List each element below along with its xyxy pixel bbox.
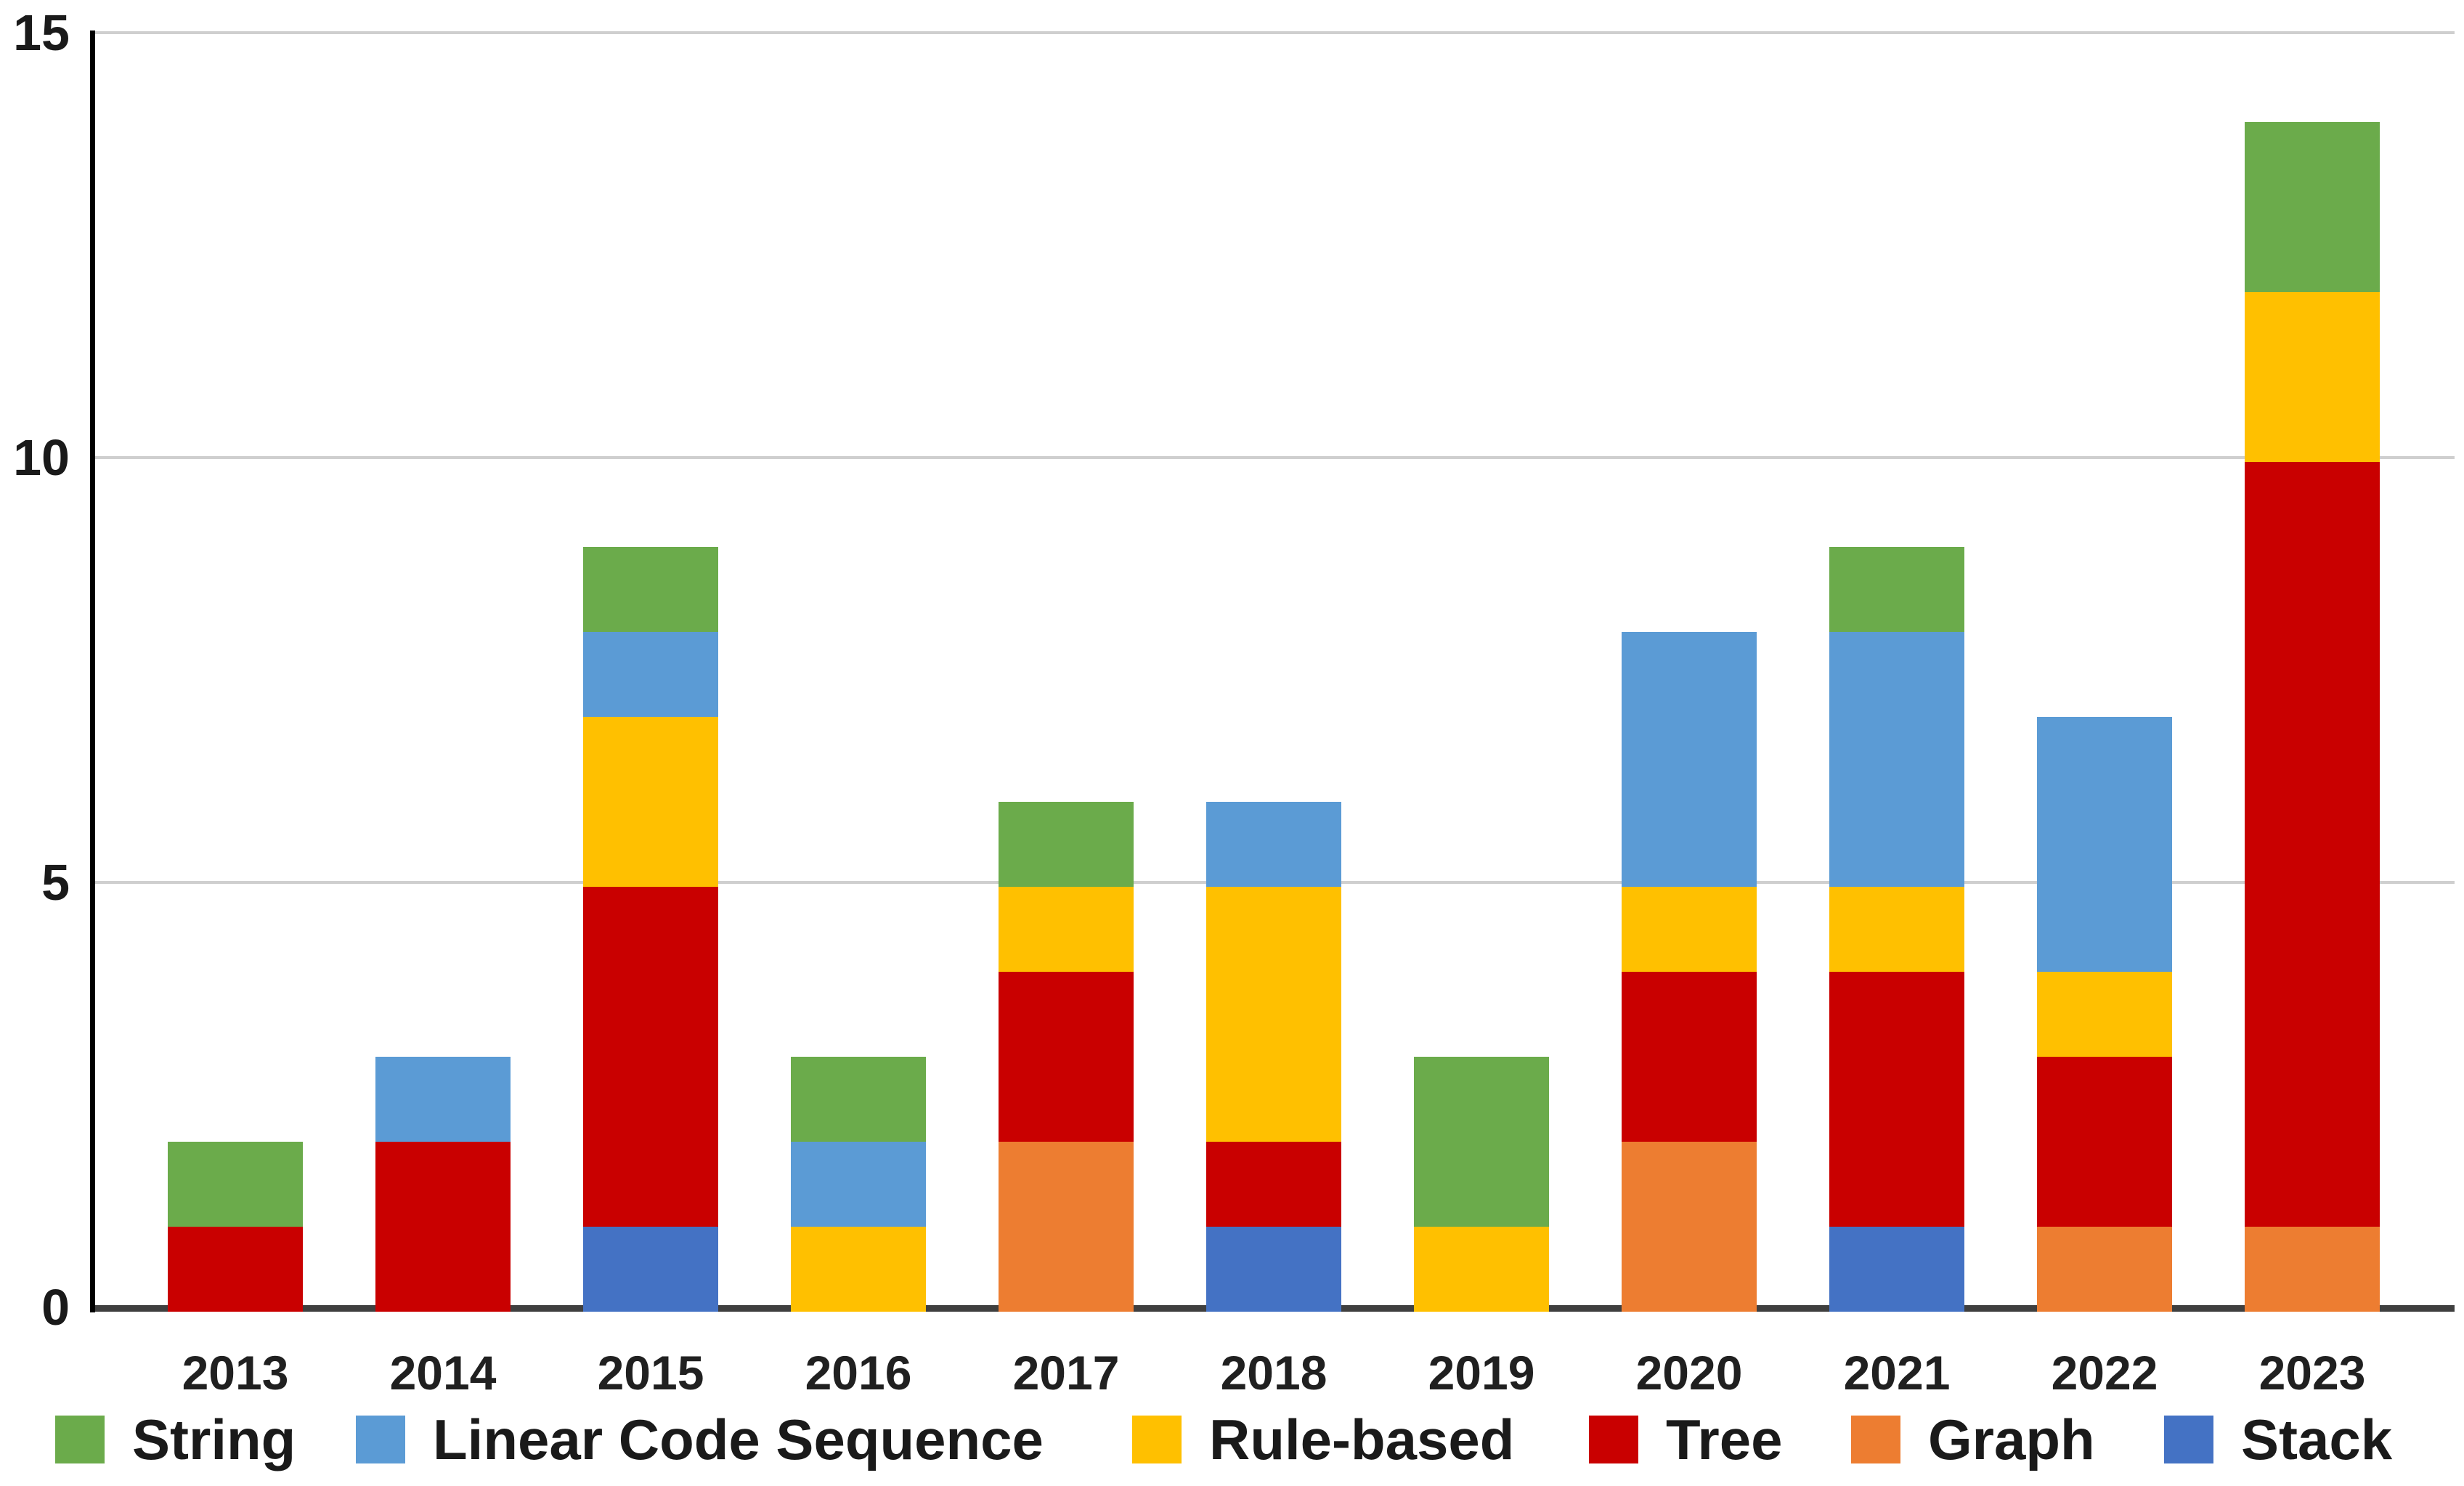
legend-item-graph: Graph	[1851, 1393, 2095, 1486]
gridline-10	[94, 456, 2455, 459]
bar-segment-linear-code-sequence-2016	[791, 1142, 926, 1227]
bar-segment-linear-code-sequence-2015	[583, 632, 718, 717]
bar-segment-tree-2014	[375, 1142, 511, 1312]
x-tick-label-2015: 2015	[597, 1346, 704, 1400]
bar-segment-linear-code-sequence-2022	[2037, 717, 2172, 972]
gridline-15	[94, 31, 2455, 34]
bar-segment-rule-based-2021	[1829, 887, 1964, 972]
x-tick-label-2020: 2020	[1635, 1346, 1743, 1400]
bar-2023	[2245, 37, 2380, 1312]
y-axis-line	[90, 31, 95, 1312]
bar-segment-rule-based-2016	[791, 1227, 926, 1312]
bar-segment-string-2017	[999, 802, 1134, 887]
bar-segment-string-2016	[791, 1057, 926, 1142]
bar-segment-string-2023	[2245, 122, 2380, 292]
bar-2016	[791, 37, 926, 1312]
bar-2013	[168, 37, 303, 1312]
bar-segment-tree-2013	[168, 1227, 303, 1312]
legend-label: Tree	[1666, 1407, 1783, 1471]
legend-item-rule-based: Rule-based	[1132, 1393, 1514, 1486]
x-tick-label-2023: 2023	[2258, 1346, 2366, 1400]
legend-label: Linear Code Sequence	[433, 1407, 1044, 1471]
bar-segment-graph-2017	[999, 1142, 1134, 1312]
legend-swatch-rule-based	[1132, 1416, 1182, 1463]
bar-segment-string-2021	[1829, 547, 1964, 632]
bar-2021	[1829, 37, 1964, 1312]
legend-item-tree: Tree	[1589, 1393, 1782, 1486]
bar-segment-stack-2018	[1206, 1227, 1341, 1312]
legend-item-string: String	[55, 1393, 296, 1486]
bar-2022	[2037, 37, 2172, 1312]
x-tick-label-2016: 2016	[805, 1346, 912, 1400]
bar-segment-tree-2021	[1829, 972, 1964, 1227]
bar-segment-rule-based-2022	[2037, 972, 2172, 1057]
y-tick-label: 15	[13, 4, 70, 61]
legend: String Linear Code Sequence Rule-based Tree…	[0, 1393, 2464, 1486]
bar-2019	[1414, 37, 1549, 1312]
x-tick-label-2019: 2019	[1428, 1346, 1535, 1400]
bar-segment-linear-code-sequence-2021	[1829, 632, 1964, 887]
bar-segment-linear-code-sequence-2018	[1206, 802, 1341, 887]
bar-segment-stack-2015	[583, 1227, 718, 1312]
bar-segment-rule-based-2023	[2245, 292, 2380, 462]
legend-swatch-linear-code-sequence	[356, 1416, 405, 1463]
bar-segment-tree-2018	[1206, 1142, 1341, 1227]
legend-swatch-tree	[1589, 1416, 1638, 1463]
bar-segment-string-2013	[168, 1142, 303, 1227]
bar-segment-graph-2020	[1622, 1142, 1757, 1312]
bar-segment-graph-2023	[2245, 1227, 2380, 1312]
bar-segment-tree-2020	[1622, 972, 1757, 1142]
legend-label: Rule-based	[1209, 1407, 1515, 1471]
bar-segment-rule-based-2019	[1414, 1227, 1549, 1312]
legend-item-stack: Stack	[2164, 1393, 2392, 1486]
bar-2014	[375, 37, 511, 1312]
bar-segment-linear-code-sequence-2020	[1622, 632, 1757, 887]
bar-segment-rule-based-2018	[1206, 887, 1341, 1142]
y-tick-label: 0	[41, 1279, 70, 1336]
legend-swatch-string	[55, 1416, 105, 1463]
bar-segment-rule-based-2017	[999, 887, 1134, 972]
x-tick-label-2013: 2013	[182, 1346, 289, 1400]
legend-label: Graph	[1928, 1407, 2095, 1471]
legend-item-linear-code-sequence: Linear Code Sequence	[356, 1393, 1044, 1486]
x-tick-label-2017: 2017	[1012, 1346, 1120, 1400]
bar-segment-tree-2023	[2245, 462, 2380, 1227]
bar-segment-rule-based-2020	[1622, 887, 1757, 972]
bar-segment-rule-based-2015	[583, 717, 718, 887]
bar-2015	[583, 37, 718, 1312]
bar-segment-stack-2021	[1829, 1227, 1964, 1312]
bar-segment-linear-code-sequence-2014	[375, 1057, 511, 1142]
bar-2017	[999, 37, 1134, 1312]
y-tick-label: 5	[41, 854, 70, 911]
bar-segment-tree-2017	[999, 972, 1134, 1142]
plot-area	[94, 31, 2455, 1312]
legend-swatch-stack	[2164, 1416, 2213, 1463]
x-tick-label-2014: 2014	[389, 1346, 497, 1400]
bar-segment-string-2015	[583, 547, 718, 632]
bar-segment-tree-2015	[583, 887, 718, 1227]
x-tick-label-2021: 2021	[1843, 1346, 1951, 1400]
legend-swatch-graph	[1851, 1416, 1900, 1463]
y-tick-label: 10	[13, 429, 70, 486]
legend-label: String	[132, 1407, 296, 1471]
x-tick-label-2022: 2022	[2051, 1346, 2158, 1400]
bar-segment-string-2019	[1414, 1057, 1549, 1227]
bar-segment-graph-2022	[2037, 1227, 2172, 1312]
bar-2020	[1622, 37, 1757, 1312]
bar-segment-tree-2022	[2037, 1057, 2172, 1227]
x-tick-label-2018: 2018	[1220, 1346, 1327, 1400]
bar-2018	[1206, 37, 1341, 1312]
legend-label: Stack	[2241, 1407, 2393, 1471]
